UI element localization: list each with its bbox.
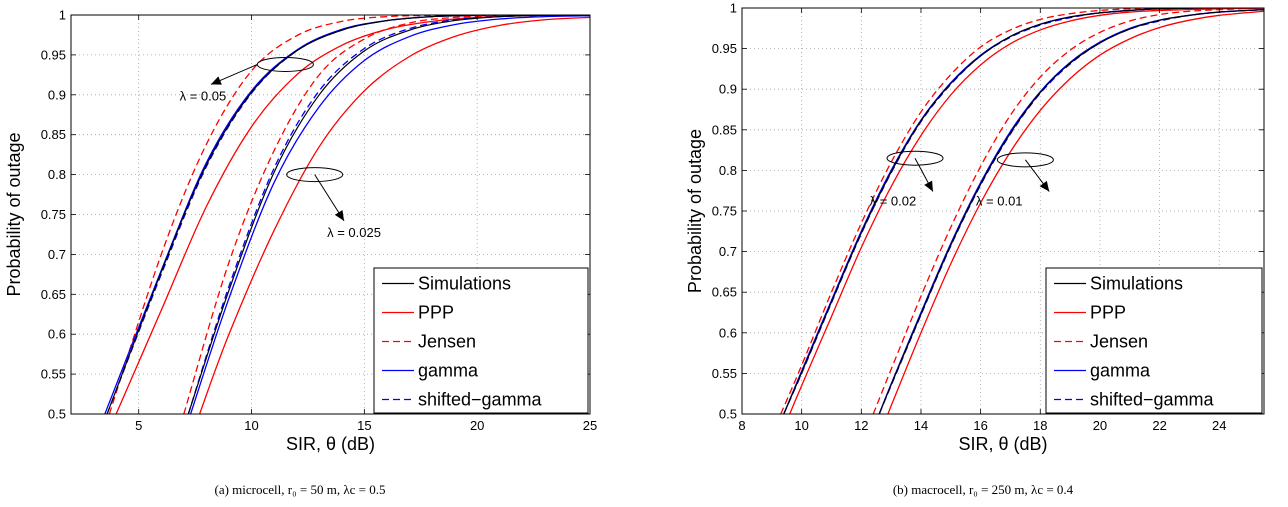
y-axis-label: Probability of outage xyxy=(685,129,705,293)
x-tick-label: 20 xyxy=(470,418,484,433)
chart-b: 8 10 12 14 16 18 20 22 24 0.5 0.55 0.6 0.65 0.7 0.75 0.… xyxy=(685,1,1265,497)
y-tick-label: 0.9 xyxy=(719,82,737,97)
legend-label: gamma xyxy=(418,361,479,381)
x-tick-label: 15 xyxy=(357,418,371,433)
y-tick-label: 0.8 xyxy=(719,163,737,178)
y-tick-label: 0.95 xyxy=(712,41,737,56)
chart-caption: (b) macrocell, r₀ = 250 m, λc = 0.4 xyxy=(893,482,1074,497)
y-tick-label: 0.7 xyxy=(719,244,737,259)
series-line xyxy=(104,15,590,414)
x-tick-label: 14 xyxy=(914,418,928,433)
y-tick-label: 0.5 xyxy=(48,407,66,422)
x-axis-label: SIR, θ (dB) xyxy=(286,434,375,454)
x-tick-label: 10 xyxy=(244,418,258,433)
legend-label: gamma xyxy=(1090,361,1151,381)
x-tick-label: 12 xyxy=(854,418,868,433)
annotation-label: λ = 0.02 xyxy=(870,194,917,209)
legend-box xyxy=(1045,267,1263,414)
y-tick-label: 0.75 xyxy=(712,204,737,219)
series-line xyxy=(106,15,590,414)
series-line xyxy=(789,8,1264,414)
legend-label: PPP xyxy=(418,303,454,323)
y-tick-label: 0.65 xyxy=(41,287,66,302)
legend-label: shifted−gamma xyxy=(418,390,543,410)
x-tick-label: 16 xyxy=(973,418,987,433)
legend-box xyxy=(373,267,589,414)
legend-label: Simulations xyxy=(1090,274,1183,294)
y-tick-label: 0.7 xyxy=(48,247,66,262)
y-tick-label: 0.85 xyxy=(41,127,66,142)
legend: Simulations PPP Jensen gamma shifted−gamma xyxy=(1045,267,1263,414)
y-tick-label: 0.8 xyxy=(48,167,66,182)
x-tick-label: 24 xyxy=(1212,418,1226,433)
series-line xyxy=(189,15,590,414)
series-line xyxy=(199,16,590,414)
y-tick-label: 0.6 xyxy=(719,325,737,340)
legend-label: Jensen xyxy=(1090,332,1148,352)
y-tick-label: 0.9 xyxy=(48,87,66,102)
x-tick-label: 10 xyxy=(794,418,808,433)
legend: Simulations PPP Jensen gamma shifted−gamma xyxy=(373,267,589,414)
annotation-label: λ = 0.025 xyxy=(327,225,381,240)
x-tick-label: 20 xyxy=(1093,418,1107,433)
series-line xyxy=(108,15,590,414)
series-line xyxy=(887,10,1264,414)
annotation-label: λ = 0.01 xyxy=(976,194,1023,209)
series-line xyxy=(872,8,1264,414)
annotation-arrow-head xyxy=(924,180,933,192)
annotation-arrow-head xyxy=(210,76,222,85)
series-line xyxy=(783,8,1264,414)
y-tick-label: 0.85 xyxy=(712,122,737,137)
x-tick-label: 18 xyxy=(1033,418,1047,433)
annotation-ellipse xyxy=(886,150,944,166)
y-tick-label: 1 xyxy=(59,8,66,23)
x-tick-label: 25 xyxy=(583,418,597,433)
chart-caption: (a) microcell, r₀ = 50 m, λc = 0.5 xyxy=(215,482,386,497)
y-tick-label: 0.75 xyxy=(41,207,66,222)
series-line xyxy=(878,9,1264,414)
y-tick-label: 0.65 xyxy=(712,285,737,300)
annotation-arrow-head xyxy=(1039,180,1050,192)
chart-a: 5 10 15 20 25 0.5 0.55 0.6 0.65 0.7 0.75 0.8 0.85 0.9… xyxy=(4,8,597,498)
series-group xyxy=(104,15,590,414)
y-tick-label: 0.55 xyxy=(41,367,66,382)
series-group xyxy=(780,8,1264,414)
y-tick-label: 0.6 xyxy=(48,327,66,342)
y-tick-label: 0.55 xyxy=(712,366,737,381)
y-tick-label: 1 xyxy=(730,1,737,16)
series-line xyxy=(187,15,590,414)
y-tick-label: 0.5 xyxy=(719,407,737,422)
y-axis-label: Probability of outage xyxy=(4,132,24,296)
legend-label: Jensen xyxy=(418,332,476,352)
annotation-arrow-head xyxy=(334,210,345,221)
legend-label: Simulations xyxy=(418,274,511,294)
x-tick-label: 22 xyxy=(1152,418,1166,433)
annotation-ellipse xyxy=(286,167,344,183)
annotation-ellipse xyxy=(996,152,1054,168)
annotation-label: λ = 0.05 xyxy=(180,88,227,103)
legend-label: shifted−gamma xyxy=(1090,390,1215,410)
y-tick-label: 0.95 xyxy=(41,47,66,62)
x-tick-label: 8 xyxy=(738,418,745,433)
legend-label: PPP xyxy=(1090,303,1126,323)
x-tick-label: 5 xyxy=(135,418,142,433)
x-axis-label: SIR, θ (dB) xyxy=(958,434,1047,454)
